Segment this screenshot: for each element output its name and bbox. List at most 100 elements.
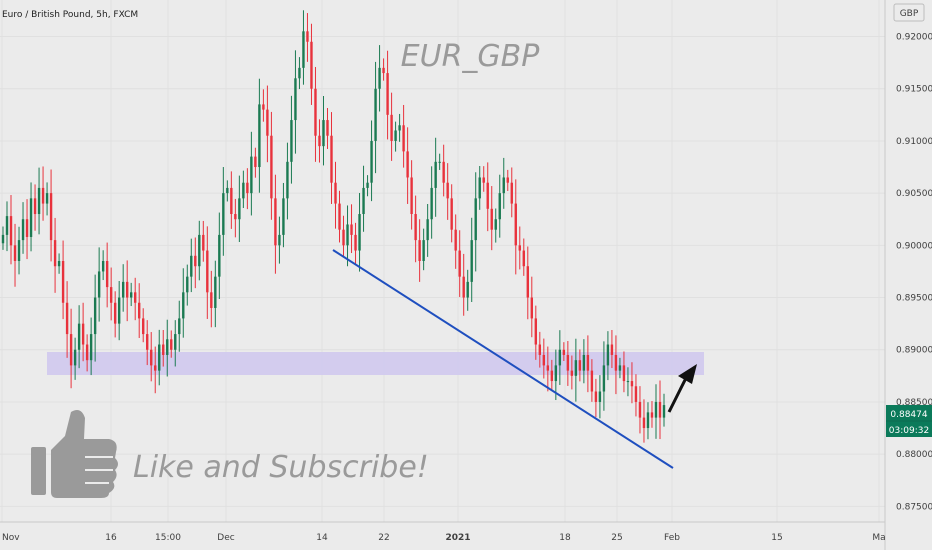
price-axis[interactable]: 0.92000 0.91500 0.91000 0.90500 0.90000 0.895… [884,0,932,550]
candle-body [1,234,5,244]
candle-body [526,266,529,298]
candle-body [478,177,481,199]
candle-body [278,234,281,246]
candle-body [486,182,489,209]
candle-body [482,177,485,183]
time-axis[interactable]: Nov 16 15:00 Dec 14 22 2021 18 25 Feb 15 Ma [0,521,886,543]
candle-body [258,104,261,168]
candle-body [61,261,65,303]
candle-body [618,365,622,371]
candle-body [518,245,521,251]
candle-body [502,177,505,194]
candle-body [654,401,658,418]
x-tick-label: 15:00 [155,533,181,543]
symbol-title[interactable]: Euro / British Pound, 5h, FXCM [2,10,138,20]
candle-body [65,302,69,335]
trendline[interactable] [332,249,674,469]
candle-body [270,135,273,199]
candle-body [466,281,469,298]
candle-body [590,370,594,392]
candle-body [266,109,269,136]
candle-body [474,198,477,241]
candle-body [574,360,578,376]
symbol-watermark: EUR_GBP [401,39,541,74]
candle-body [182,292,185,319]
candle-body [602,365,606,392]
currency-button[interactable]: GBP [893,3,925,22]
candle-body [402,125,405,152]
candle-body [174,334,177,350]
candle-body [614,354,618,371]
candle-body [154,365,157,371]
candle-body [198,234,201,267]
candle-body [358,214,361,251]
candle-body [442,161,445,183]
plot-area[interactable] [0,0,885,522]
candle-body [422,240,425,261]
candle-body [362,187,365,215]
candle-body [394,130,397,141]
candle-body [178,318,181,335]
candle-body [17,240,21,261]
candle-body [45,193,49,204]
candle-body [146,334,149,350]
candle-body [470,240,473,282]
candle-body [190,255,193,277]
candle-body [586,354,590,371]
y-tick-label: 0.89500 [896,294,932,304]
candle-body [542,354,546,366]
candle-body [606,344,610,366]
last-price: 0.88474 [890,410,927,420]
vertical-gridlines [1,0,880,522]
candle-body [326,120,329,136]
candle-body [238,198,241,220]
last-price-badge: 0.88474 03:09:32 [886,405,932,437]
candle-body [306,31,309,42]
candle-body [346,224,349,246]
candle-body [398,125,401,131]
candle-body [426,219,429,241]
candle-body [430,187,433,220]
candle-body [322,120,325,147]
y-tick-label: 0.90000 [896,241,932,251]
candle-body [49,193,53,241]
candle-body [170,339,173,350]
support-zone [47,352,704,375]
candle-body [254,156,257,168]
candle-body [57,261,61,267]
candle-body [162,344,165,355]
candle-body [562,349,566,355]
candle-body [594,391,598,402]
x-tick-label: 18 [559,533,571,543]
x-tick-label: 2021 [445,533,470,543]
candle-body [582,354,586,371]
candle-body [302,31,305,68]
x-tick-label: 14 [316,533,328,543]
candlestick-series [1,10,666,443]
candle-body [558,349,562,366]
candle-body [382,67,385,74]
candle-body [418,240,421,261]
candle-body [53,240,57,267]
candle-body [25,219,29,237]
candle-body [101,261,105,272]
candle-body [458,250,461,277]
candle-body [286,161,289,199]
candle-body [534,318,538,345]
candle-body [194,255,197,267]
candle-body [406,151,409,178]
x-tick-label: Dec [217,533,234,543]
candle-body [21,219,25,241]
candle-body [158,344,161,371]
candle-body [662,405,666,418]
candle-body [186,276,189,293]
candle-body [622,365,626,382]
candle-body [366,182,369,188]
candle-body [274,198,277,246]
candle-body [434,161,437,188]
candle-body [13,245,17,261]
candle-body [117,297,121,324]
candle-body [206,250,209,293]
